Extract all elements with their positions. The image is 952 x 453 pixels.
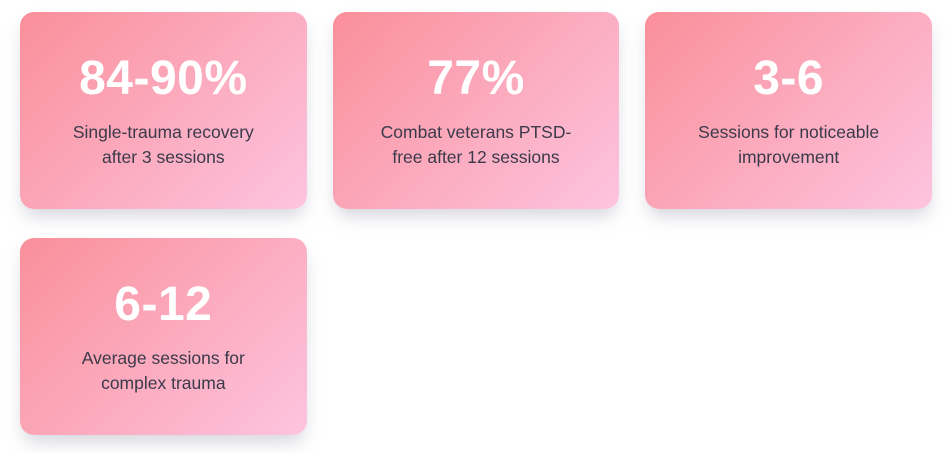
- stat-value: 3-6: [753, 51, 825, 105]
- stat-label: Average sessions for complex trauma: [81, 347, 245, 394]
- stat-value: 84-90%: [79, 51, 248, 105]
- stat-value: 77%: [427, 51, 525, 105]
- stat-label: Single-trauma recovery after 3 sessions: [72, 121, 254, 168]
- stat-card-single-trauma: 84-90% Single-trauma recovery after 3 se…: [20, 12, 307, 209]
- stat-value: 6-12: [114, 277, 213, 331]
- stat-card-noticeable-improvement: 3-6 Sessions for noticeable improvement: [645, 12, 932, 209]
- stat-card-combat-veterans: 77% Combat veterans PTSD-free after 12 s…: [332, 12, 620, 209]
- stat-label: Combat veterans PTSD-free after 12 sessi…: [380, 121, 572, 168]
- stats-section: 84-90% Single-trauma recovery after 3 se…: [20, 12, 932, 435]
- stat-label: Sessions for noticeable improvement: [698, 121, 880, 168]
- stat-card-complex-trauma: 6-12 Average sessions for complex trauma: [20, 238, 307, 435]
